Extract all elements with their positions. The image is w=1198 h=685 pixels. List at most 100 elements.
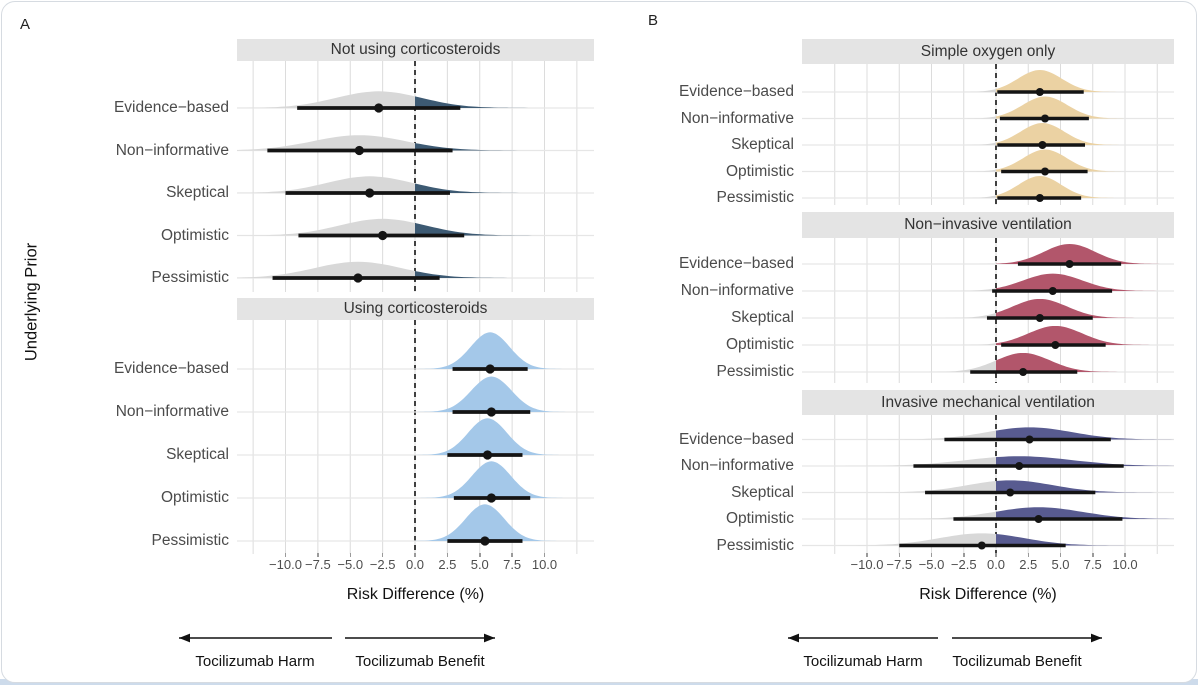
median-point — [1048, 287, 1057, 295]
density-positive-region — [996, 456, 1174, 466]
x-tick-mark — [446, 553, 449, 557]
density-negative-region — [920, 360, 996, 372]
row-label-prior: Optimistic — [160, 489, 229, 506]
median-point — [378, 230, 388, 241]
x-tick-mark — [1124, 553, 1126, 557]
median-point — [353, 273, 363, 283]
row-label-prior: Evidence−based — [678, 83, 794, 100]
density-negative-region — [237, 261, 415, 278]
median-point — [977, 541, 986, 550]
row-label-prior: Non−informative — [115, 403, 229, 420]
x-tick-mark — [866, 553, 868, 557]
median-point — [1051, 341, 1060, 349]
median-point — [1025, 435, 1034, 444]
benefit-label: Tocilizumab Benefit — [355, 653, 485, 670]
density-negative-region — [237, 91, 415, 108]
density-negative-region — [867, 430, 996, 440]
x-tick-mark — [543, 553, 546, 557]
row-label-prior: Optimistic — [725, 162, 794, 180]
median-point — [482, 450, 493, 460]
density-negative-region — [959, 142, 996, 145]
median-point — [354, 145, 364, 156]
density-negative-region — [818, 457, 996, 466]
density-negative-region — [940, 288, 996, 291]
density-negative-region — [971, 263, 996, 264]
median-point — [1019, 368, 1028, 376]
x-tick-label: −2.5 — [950, 557, 977, 572]
density-positive-region — [996, 534, 1144, 546]
facet-strip: Non−invasive ventilation — [802, 212, 1174, 238]
row-label-prior: Pessimistic — [716, 189, 794, 206]
density-positive-region — [996, 123, 1126, 145]
density-negative-region — [952, 343, 996, 345]
density-negative-region — [936, 312, 996, 318]
x-tick-mark — [414, 553, 416, 557]
facet-title: Invasive mechanical ventilation — [881, 393, 1095, 411]
facet-title: Using corticosteroids — [343, 300, 488, 317]
row-label-prior: Evidence−based — [113, 99, 229, 116]
x-tick-mark — [381, 553, 384, 557]
x-tick-label: −7.5 — [305, 557, 331, 572]
row-label-prior: Skeptical — [731, 309, 794, 326]
row-label-prior: Skeptical — [731, 483, 794, 501]
harm-arrow-head — [179, 633, 190, 643]
x-tick-label: 5.0 — [470, 557, 489, 572]
facet-strip: Using corticosteroids — [237, 298, 594, 320]
median-point — [374, 103, 384, 113]
benefit-arrow-head — [1091, 633, 1102, 643]
panel-b-label: B — [648, 12, 659, 29]
density-negative-region — [820, 533, 996, 546]
x-tick-mark — [1092, 553, 1094, 557]
x-tick-mark — [995, 553, 997, 557]
x-tick-label: −5.0 — [918, 557, 945, 572]
density-positive-region — [415, 271, 526, 278]
density-positive-region — [415, 418, 562, 455]
facet-plot — [237, 61, 594, 292]
x-tick-label: 7.5 — [503, 557, 522, 572]
median-point — [1065, 260, 1074, 268]
x-tick-mark — [479, 553, 481, 557]
facet-strip: Not using corticosteroids — [237, 39, 594, 61]
row-label-prior: Pessimistic — [151, 269, 229, 286]
x-tick-label: 2.5 — [438, 557, 457, 572]
density-negative-region — [961, 169, 996, 172]
row-label-prior: Evidence−based — [113, 360, 229, 377]
row-label-prior: Optimistic — [725, 336, 794, 353]
row-label-prior: Non−informative — [680, 457, 794, 474]
density-positive-region — [996, 326, 1159, 345]
facet-plot — [802, 238, 1174, 383]
x-tick-label: 0.0 — [405, 557, 425, 572]
panel-a-label: A — [20, 16, 31, 33]
density-positive-region — [415, 223, 545, 236]
x-tick-mark — [1059, 553, 1062, 557]
density-negative-region — [956, 89, 996, 92]
x-tick-label: −10.0 — [850, 557, 884, 572]
row-label-prior: Optimistic — [725, 510, 794, 527]
density-negative-region — [959, 195, 996, 198]
x-tick-label: 0.0 — [986, 557, 1006, 572]
median-point — [1034, 515, 1043, 523]
facet-title: Non−invasive ventilation — [904, 216, 1072, 233]
x-tick-label: 2.5 — [1019, 557, 1038, 572]
density-positive-region — [415, 504, 559, 541]
density-positive-region — [996, 70, 1124, 92]
x-tick-label: −2.5 — [369, 557, 396, 572]
x-axis-title: Risk Difference (%) — [346, 586, 485, 603]
facet-title: Not using corticosteroids — [330, 41, 501, 58]
x-tick-label: 10.0 — [531, 557, 558, 572]
density-negative-region — [237, 218, 415, 236]
facet-title: Simple oxygen only — [920, 42, 1056, 60]
density-negative-region — [848, 481, 996, 493]
x-axis-title: Risk Difference (%) — [919, 586, 1057, 603]
x-tick-label: 5.0 — [1051, 557, 1070, 572]
x-tick-label: −7.5 — [886, 557, 913, 572]
x-tick-mark — [1027, 553, 1029, 557]
row-label-prior: Pessimistic — [151, 532, 229, 549]
x-tick-label: −10.0 — [269, 557, 302, 572]
row-label-prior: Skeptical — [731, 136, 794, 153]
density-positive-region — [415, 96, 542, 108]
median-point — [486, 407, 497, 417]
facet-plot — [802, 64, 1174, 205]
x-tick-mark — [963, 553, 965, 557]
